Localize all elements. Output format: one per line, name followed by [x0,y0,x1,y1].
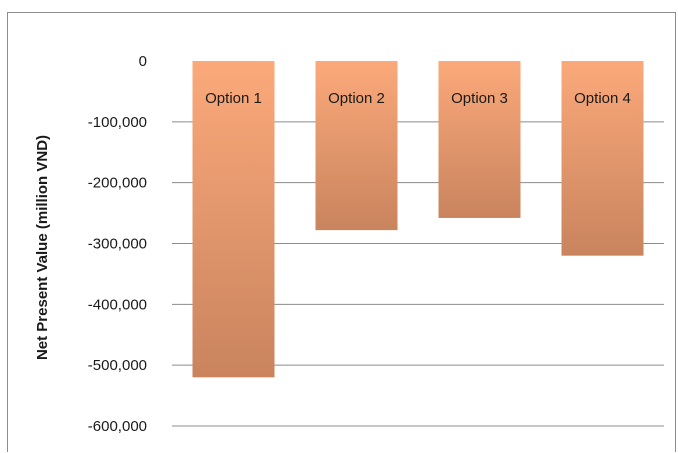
y-tick-labels: 0 -100,000 -200,000 -300,000 -400,000 -500,00… [88,53,147,435]
y-tick-label: -100,000 [88,114,147,131]
y-tick-label: 0 [139,53,147,70]
y-tick-label: -600,000 [88,418,147,435]
y-tick-label: -300,000 [88,236,147,253]
bar-option-1 [192,61,275,378]
y-tick-label: -200,000 [88,175,147,192]
y-axis-title: Net Present Value (million VND) [34,135,51,360]
bar-option-2 [315,61,398,231]
bars: Option 1 Option 2 Option 3 Option 4 [192,61,644,378]
bar-label-option-3: Option 3 [451,90,508,107]
bar-label-option-2: Option 2 [328,90,385,107]
bar-label-option-1: Option 1 [205,90,262,107]
bar-option-3 [438,61,521,218]
bar-option-4 [561,61,644,256]
y-tick-label: -500,000 [88,357,147,374]
y-tick-label: -400,000 [88,296,147,313]
bar-label-option-4: Option 4 [574,90,631,107]
